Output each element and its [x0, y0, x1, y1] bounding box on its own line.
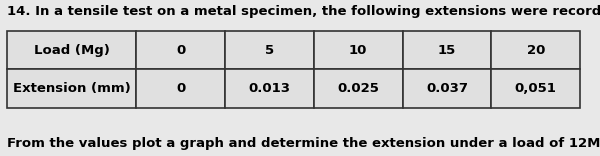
Text: 14. In a tensile test on a metal specimen, the following extensions were recorde: 14. In a tensile test on a metal specime…	[7, 5, 600, 18]
Text: 0.025: 0.025	[337, 82, 379, 95]
Bar	[7, 31, 136, 69]
Bar	[225, 31, 314, 69]
Bar	[314, 69, 403, 108]
Text: 0: 0	[176, 44, 185, 57]
Text: 0.013: 0.013	[248, 82, 290, 95]
Bar	[403, 31, 491, 69]
Text: From the values plot a graph and determine the extension under a load of 12Mg: From the values plot a graph and determi…	[7, 137, 600, 150]
Text: 0: 0	[176, 82, 185, 95]
Text: 20: 20	[527, 44, 545, 57]
Text: 0.037: 0.037	[426, 82, 468, 95]
Bar	[491, 69, 580, 108]
Bar	[7, 69, 136, 108]
Bar	[136, 69, 225, 108]
Bar	[136, 31, 225, 69]
Text: 5: 5	[265, 44, 274, 57]
Text: 10: 10	[349, 44, 367, 57]
Bar	[491, 31, 580, 69]
Bar	[314, 31, 403, 69]
Text: 0,051: 0,051	[515, 82, 557, 95]
Text: 15: 15	[438, 44, 456, 57]
Text: Extension (mm): Extension (mm)	[13, 82, 131, 95]
Text: Load (Mg): Load (Mg)	[34, 44, 110, 57]
Bar	[225, 69, 314, 108]
Bar	[403, 69, 491, 108]
